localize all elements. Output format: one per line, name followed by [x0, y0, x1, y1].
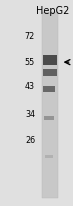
Text: HepG2: HepG2	[36, 6, 69, 16]
Text: 34: 34	[25, 110, 35, 119]
Bar	[44, 116, 54, 121]
Bar	[45, 155, 53, 158]
Bar	[43, 56, 57, 65]
Bar	[42, 13, 58, 198]
Text: 43: 43	[25, 82, 35, 91]
Text: 55: 55	[25, 57, 35, 66]
Text: 72: 72	[25, 32, 35, 41]
Bar	[43, 70, 57, 76]
Bar	[43, 87, 55, 93]
Text: 26: 26	[25, 136, 35, 145]
